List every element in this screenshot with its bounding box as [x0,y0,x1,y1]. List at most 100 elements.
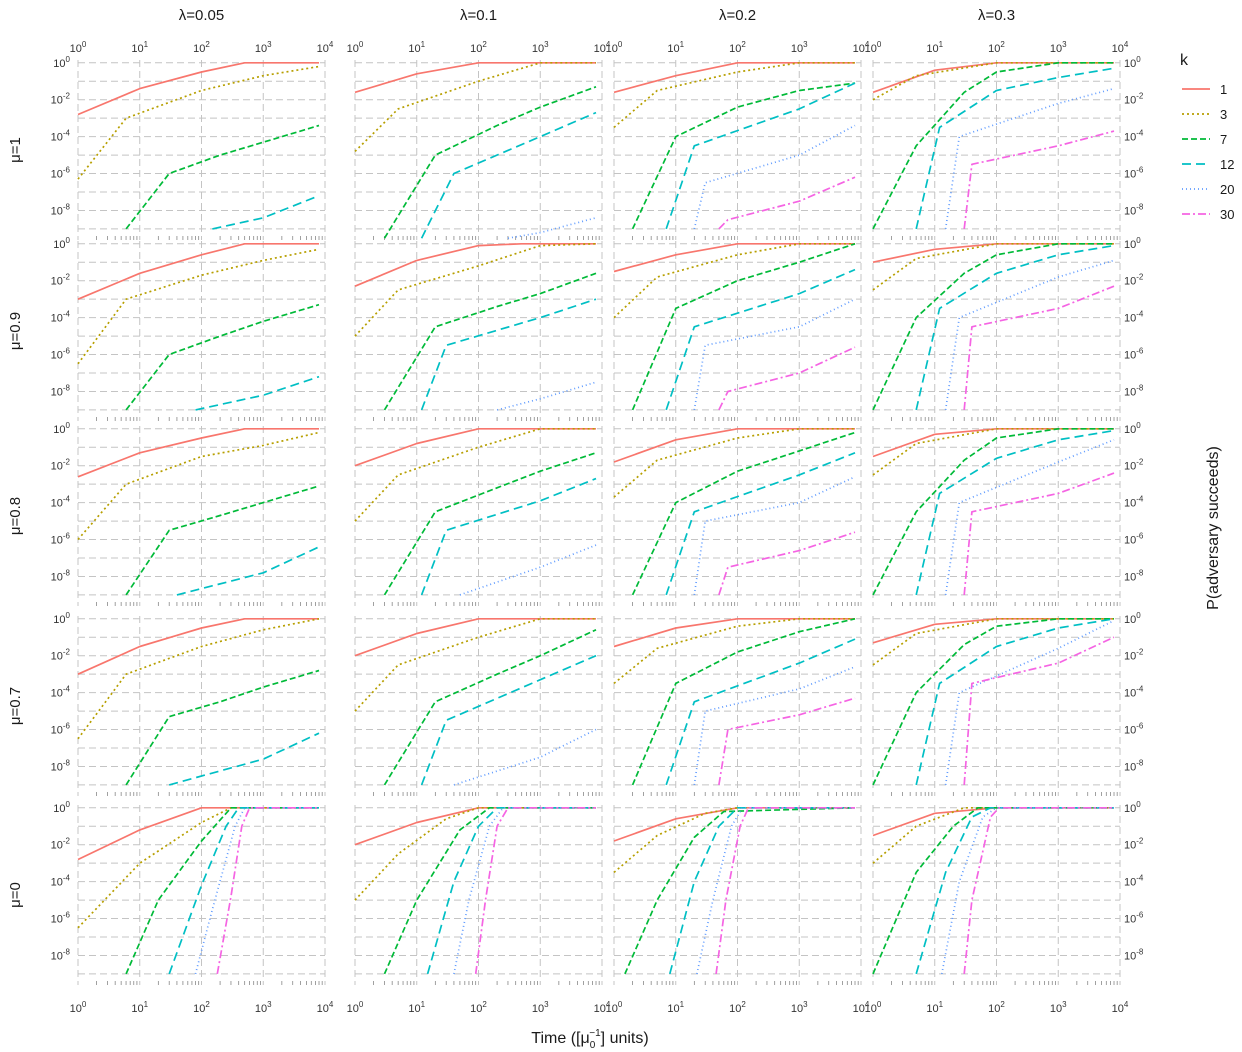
series-line-k20 [696,806,855,975]
x-tick-label-bottom: 101 [667,1000,684,1015]
x-tick-label-top: 103 [791,40,808,55]
y-tick-label-left: 100 [53,611,70,626]
series-line-k12 [665,638,856,786]
series-line-k7 [631,431,856,596]
series-line-k1 [77,617,319,675]
x-tick-label-bottom: 104 [1112,1000,1129,1015]
y-tick-label-left: 100 [53,421,70,436]
y-tick-label-left: 10-2 [51,92,71,107]
series-line-k30 [963,130,1115,230]
panel-0-3 [872,60,1121,240]
series-line-k7 [872,617,1114,786]
series-line-k3 [354,806,596,901]
x-tick-label-bottom: 102 [193,1000,210,1015]
x-tick-label-bottom: 103 [1050,1000,1067,1015]
legend-title: k [1180,52,1189,69]
series-line-k20 [507,216,597,240]
panel-0-2 [613,60,862,240]
series-line-k7 [631,242,856,411]
series-line-k1 [613,617,855,648]
panel-4-0 [77,805,326,985]
series-line-k3 [872,61,1114,101]
y-tick-label-right: 10-4 [1124,874,1144,889]
x-tick-label-top: 103 [255,40,272,55]
series-line-k3 [77,431,320,541]
series-line-k20 [693,476,856,596]
series-line-k3 [77,65,320,180]
row-strip-title: μ=0.7 [7,687,24,725]
x-tick-label-top: 101 [131,40,148,55]
y-tick-label-right: 10-8 [1124,568,1144,583]
y-tick-label-right: 100 [1124,55,1141,70]
series-line-k3 [354,61,596,153]
y-tick-label-right: 10-6 [1124,722,1144,737]
series-line-k12 [420,298,597,411]
series-line-k30 [715,806,855,975]
series-line-k1 [354,242,596,287]
legend-label-k7: 7 [1220,132,1227,147]
series-line-k30 [718,346,856,411]
series-line-k30 [216,806,319,975]
panel-2-3 [872,426,1121,606]
y-tick-label-left: 10-8 [51,202,71,217]
series-line-k3 [77,617,320,740]
y-tick-label-left: 10-8 [51,758,71,773]
y-tick-label-left: 10-6 [51,166,71,181]
y-tick-label-right: 100 [1124,421,1141,436]
x-tick-label-top: 100 [606,40,623,55]
x-tick-label-bottom: 102 [470,1000,487,1015]
column-strip-title: λ=0.2 [719,7,756,24]
legend-label-k3: 3 [1220,107,1227,122]
y-tick-label-left: 10-2 [51,837,71,852]
series-line-k12 [915,429,1115,596]
y-axis-title: P(adversary succeeds) [1205,446,1222,610]
y-tick-label-left: 10-8 [51,383,71,398]
x-tick-label-bottom: 101 [131,1000,148,1015]
y-tick-label-right: 10-4 [1124,685,1144,700]
y-tick-label-right: 10-8 [1124,202,1144,217]
y-tick-label-left: 10-8 [51,568,71,583]
y-tick-label-right: 10-8 [1124,947,1144,962]
series-line-k1 [77,242,319,300]
y-tick-label-right: 100 [1124,236,1141,251]
series-line-k1 [613,242,855,273]
series-line-k12 [420,111,597,239]
x-axis-title: Time ([μ0−1] units) [531,1028,648,1051]
series-line-k7 [872,242,1114,411]
y-tick-label-left: 10-6 [51,722,71,737]
row-strip-title: μ=0.8 [7,497,24,535]
series-line-k12 [665,82,856,230]
x-tick-label-bottom: 102 [988,1000,1005,1015]
x-tick-label-top: 101 [926,40,943,55]
series-line-k1 [872,242,1114,264]
panel-0-1 [354,60,603,240]
series-line-k1 [613,427,855,463]
panel-2-1 [354,426,603,606]
series-line-k3 [354,427,596,522]
x-tick-label-top: 103 [532,40,549,55]
series-line-k12 [915,806,1114,975]
series-line-k12 [420,654,597,786]
y-tick-label-left: 10-4 [51,874,71,889]
x-tick-label-bottom: 102 [729,1000,746,1015]
legend-label-k30: 30 [1220,207,1234,222]
series-line-k1 [354,427,596,467]
series-line-k20 [944,439,1115,596]
y-tick-label-right: 10-6 [1124,532,1144,547]
series-line-k3 [872,427,1114,476]
x-tick-label-bottom: 103 [255,1000,272,1015]
y-tick-label-right: 10-2 [1124,837,1144,852]
series-line-k7 [383,806,596,975]
y-tick-label-right: 100 [1124,800,1141,815]
y-tick-label-left: 10-2 [51,273,71,288]
series-line-k20 [496,381,597,411]
series-line-k3 [77,248,320,365]
row-strip-title: μ=0 [7,882,24,908]
y-tick-label-right: 10-6 [1124,347,1144,362]
y-tick-label-right: 10-8 [1124,758,1144,773]
x-tick-label-bottom: 103 [791,1000,808,1015]
series-line-k7 [624,806,856,975]
series-line-k7 [631,617,856,786]
x-tick-label-top: 100 [347,40,364,55]
series-line-k12 [420,477,597,596]
